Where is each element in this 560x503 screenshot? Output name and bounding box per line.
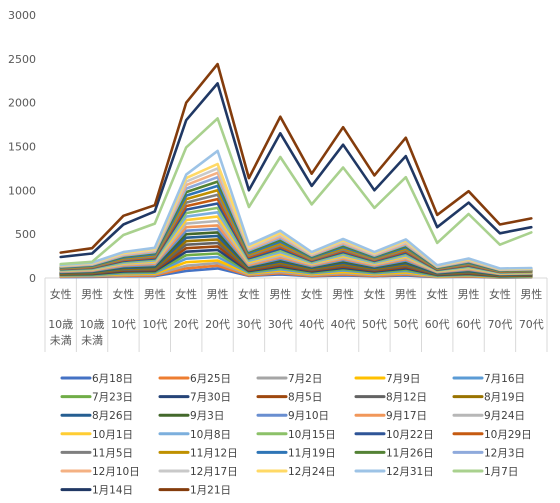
legend-label: 10月1日: [92, 429, 133, 441]
legend-label: 11月26日: [386, 447, 434, 459]
legend-label: 11月12日: [190, 447, 238, 459]
series-line: [59, 149, 533, 270]
x-gender-label: 男性: [81, 287, 103, 301]
x-age-label: 10歳: [80, 318, 105, 331]
series-line: [59, 117, 533, 266]
legend-label: 8月26日: [92, 410, 133, 422]
legend-label: 10月22日: [386, 429, 434, 441]
legend-label: 9月17日: [386, 410, 427, 422]
x-age-label: 10代: [111, 318, 136, 331]
legend-label: 11月19日: [288, 447, 336, 459]
legend-label: 10月8日: [190, 429, 231, 441]
y-tick-label: 3000: [8, 9, 36, 22]
x-age-label: 70代: [519, 318, 544, 331]
legend-label: 10月15日: [288, 429, 336, 441]
legend-label: 9月10日: [288, 410, 329, 422]
x-gender-label: 女性: [426, 287, 448, 301]
legend-label: 11月5日: [92, 447, 133, 459]
y-tick-label: 500: [15, 228, 36, 241]
legend-label: 7月9日: [386, 373, 420, 385]
x-gender-label: 男性: [207, 287, 229, 301]
x-gender-label: 男性: [395, 287, 417, 301]
legend-label: 1月21日: [190, 485, 231, 497]
series-line: [59, 82, 533, 259]
legend-label: 12月24日: [288, 466, 336, 478]
x-age-label: 20代: [205, 318, 230, 331]
x-gender-label: 女性: [238, 287, 260, 301]
legend-label: 6月18日: [92, 373, 133, 385]
x-age-label: 20代: [174, 318, 199, 331]
x-age-label: 未満: [81, 334, 103, 347]
x-gender-label: 女性: [489, 287, 511, 301]
x-age-label: 30代: [236, 318, 261, 331]
legend-label: 7月2日: [288, 373, 322, 385]
legend-label: 9月3日: [190, 410, 224, 422]
x-age-label: 50代: [362, 318, 387, 331]
legend-label: 7月16日: [484, 373, 525, 385]
legend-label: 7月23日: [92, 392, 133, 404]
x-age-label: 10歳: [48, 318, 73, 331]
legend-label: 8月19日: [484, 392, 525, 404]
x-age-label: 60代: [425, 318, 450, 331]
y-tick-label: 2000: [8, 97, 36, 110]
legend-label: 1月7日: [484, 466, 518, 478]
x-gender-label: 男性: [458, 287, 480, 301]
legend-label: 8月5日: [288, 392, 322, 404]
legend-label: 12月10日: [92, 466, 140, 478]
x-gender-label: 男性: [332, 287, 354, 301]
x-age-label: 40代: [331, 318, 356, 331]
legend-label: 1月14日: [92, 485, 133, 497]
x-age-label: 30代: [268, 318, 293, 331]
x-age-label: 未満: [50, 334, 72, 347]
series-line: [59, 62, 533, 254]
x-gender-label: 女性: [50, 287, 72, 301]
legend-label: 7月30日: [190, 392, 231, 404]
legend-label: 9月24日: [484, 410, 525, 422]
x-age-label: 40代: [299, 318, 324, 331]
x-gender-label: 女性: [301, 287, 323, 301]
x-age-label: 10代: [142, 318, 167, 331]
x-gender-label: 女性: [175, 287, 197, 301]
y-tick-label: 0: [29, 272, 36, 285]
legend-label: 12月3日: [484, 447, 525, 459]
x-gender-label: 男性: [269, 287, 291, 301]
x-gender-label: 男性: [520, 287, 542, 301]
x-gender-label: 女性: [363, 287, 385, 301]
x-gender-label: 女性: [112, 287, 134, 301]
legend-label: 8月12日: [386, 392, 427, 404]
legend-label: 6月25日: [190, 373, 231, 385]
x-age-label: 60代: [456, 318, 481, 331]
x-gender-label: 男性: [144, 287, 166, 301]
legend-label: 10月29日: [484, 429, 532, 441]
y-tick-label: 1500: [8, 141, 36, 154]
x-age-label: 70代: [487, 318, 512, 331]
x-age-label: 50代: [393, 318, 418, 331]
y-tick-label: 1000: [8, 184, 36, 197]
y-tick-label: 2500: [8, 53, 36, 66]
legend-label: 12月31日: [386, 466, 434, 478]
legend-label: 12月17日: [190, 466, 238, 478]
